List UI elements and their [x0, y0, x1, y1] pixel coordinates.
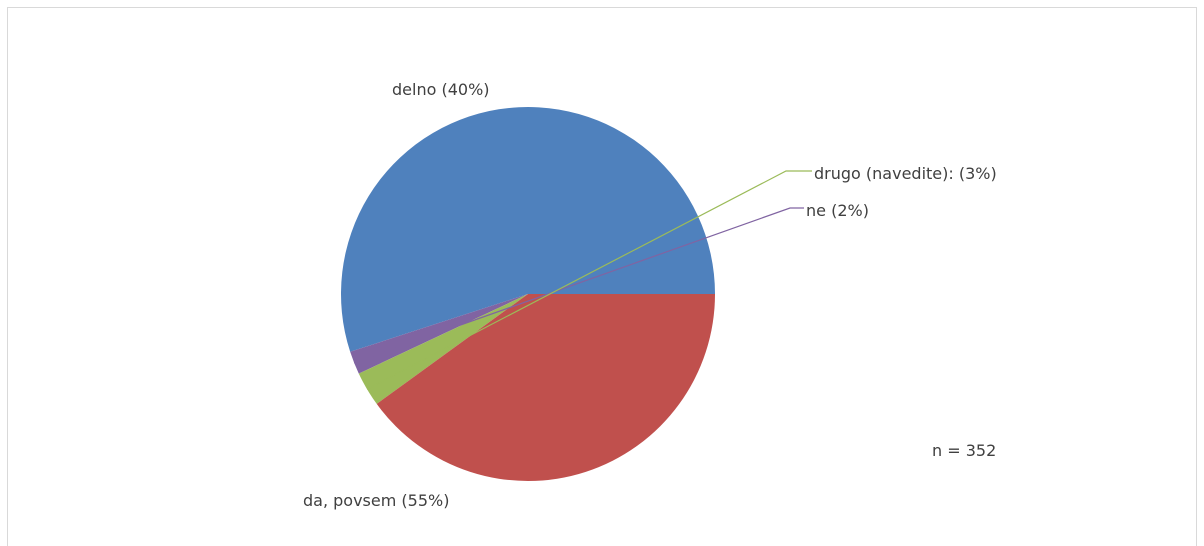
slice-label-da-povsem: da, povsem (55%) — [303, 491, 449, 510]
pie-slice-0 — [341, 106, 715, 352]
leader-line-2 — [366, 170, 812, 390]
pie-slice-3 — [376, 294, 715, 481]
pie-slices — [341, 106, 715, 481]
slice-label-delno: delno (40%) — [392, 80, 490, 99]
leader-line-1 — [353, 207, 804, 364]
pie-slice-1 — [350, 294, 528, 374]
sample-size-annotation: n = 352 — [932, 441, 996, 460]
slice-label-ne: ne (2%) — [806, 201, 869, 220]
slice-label-drugo: drugo (navedite): (3%) — [814, 164, 997, 183]
leader-lines — [353, 170, 812, 390]
